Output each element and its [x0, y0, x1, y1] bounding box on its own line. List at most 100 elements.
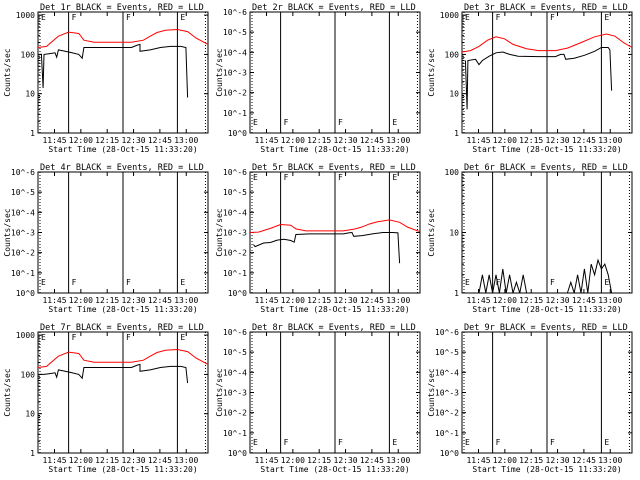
y-tick-label: 10^-2 [223, 89, 247, 98]
marker-e: E [604, 13, 609, 22]
marker-f: F [126, 13, 131, 22]
marker-f: F [126, 333, 131, 342]
panel-det-4r: Det 4r BLACK = Events, RED = LLD E F F E 10^0… [3, 163, 209, 314]
x-tick-label: 12:15 [307, 456, 331, 465]
marker-e: E [253, 118, 258, 127]
y-tick-label: 10^-4 [223, 208, 247, 217]
x-tick-label: 13:00 [598, 456, 622, 465]
y-tick-label: 10 [25, 90, 35, 99]
x-tick-label: 13:00 [174, 136, 198, 145]
x-tick-label: 12:30 [334, 296, 358, 305]
y-tick-label: 10^-6 [223, 328, 247, 337]
marker-e: E [41, 333, 46, 342]
x-tick-label: 12:00 [493, 136, 517, 145]
events-series-line [253, 231, 401, 264]
x-tick-label: 12:45 [148, 456, 172, 465]
lld-series-line [37, 348, 209, 368]
x-tick-label: 12:45 [572, 136, 596, 145]
x-tick-label: 12:45 [360, 456, 384, 465]
y-tick-label: 10^-4 [223, 368, 247, 377]
events-series-line [39, 43, 189, 98]
x-tick-label: 13:00 [386, 136, 410, 145]
y-tick-label: 10^0 [228, 289, 247, 298]
y-tick-label: 10^-4 [11, 208, 35, 217]
y-tick-label: 10^-4 [435, 368, 459, 377]
x-tick-label: 11:45 [42, 136, 66, 145]
y-tick-label: 10^-3 [223, 389, 247, 398]
panel-title: Det 8r BLACK = Events, RED = LLD [252, 323, 416, 333]
x-tick-label: 13:00 [174, 456, 198, 465]
x-tick-label: 12:45 [148, 296, 172, 305]
y-tick-label: 10 [25, 410, 35, 419]
marker-f: F [284, 118, 289, 127]
y-tick-label: 10^-5 [223, 188, 247, 197]
panel-det-8r: Det 8r BLACK = Events, RED = LLD E F F E 10^0… [215, 323, 421, 474]
x-tick-label: 12:00 [69, 136, 93, 145]
y-axis-label: Counts/sec [215, 208, 224, 256]
y-tick-label: 1 [454, 129, 459, 138]
x-tick-label: 13:00 [598, 136, 622, 145]
x-tick-label: 12:15 [307, 296, 331, 305]
marker-e: E [465, 438, 470, 447]
panel-title: Det 7r BLACK = Events, RED = LLD [40, 323, 204, 333]
y-tick-label: 10^-3 [223, 229, 247, 238]
x-tick-label: 12:30 [546, 456, 570, 465]
x-tick-label: 12:30 [122, 136, 146, 145]
y-tick-label: 1000 [16, 11, 35, 20]
x-tick-label: 11:45 [254, 136, 278, 145]
y-tick-label: 10^0 [440, 449, 459, 458]
x-tick-label: 12:15 [519, 456, 543, 465]
x-tick-label: 12:45 [360, 296, 384, 305]
x-tick-label: 12:30 [546, 136, 570, 145]
x-tick-label: 12:30 [122, 296, 146, 305]
panel-title: Det 4r BLACK = Events, RED = LLD [40, 163, 204, 173]
marker-e: E [392, 173, 397, 182]
y-axis-label: Counts/sec [3, 368, 12, 416]
y-tick-label: 10^-6 [435, 328, 459, 337]
panel-title: Det 5r BLACK = Events, RED = LLD [252, 163, 416, 173]
y-tick-label: 10^-4 [223, 48, 247, 57]
y-tick-label: 10^-5 [11, 188, 35, 197]
x-tick-label: 12:45 [360, 136, 384, 145]
x-tick-label: 12:00 [69, 456, 93, 465]
x-tick-label: 12:15 [95, 296, 119, 305]
y-tick-label: 10^-2 [11, 249, 35, 258]
panel-title: Det 2r BLACK = Events, RED = LLD [252, 3, 416, 13]
y-tick-label: 10^-2 [223, 409, 247, 418]
y-tick-label: 100 [21, 370, 36, 379]
x-axis-label: Start Time (28-Oct-15 11:33:20) [472, 145, 621, 154]
y-tick-label: 10^-1 [223, 269, 247, 278]
x-tick-label: 12:00 [281, 296, 305, 305]
y-tick-label: 10^-1 [435, 429, 459, 438]
y-tick-label: 10^-3 [435, 389, 459, 398]
marker-e: E [604, 438, 609, 447]
x-axis-label: Start Time (28-Oct-15 11:33:20) [260, 145, 409, 154]
panel-det-2r: Det 2r BLACK = Events, RED = LLD E F F E 10^0… [215, 3, 421, 154]
y-axis-label: Counts/sec [3, 208, 12, 256]
y-tick-label: 10^-1 [11, 269, 35, 278]
y-axis-label: Counts/sec [427, 208, 436, 256]
panel-title: Det 3r BLACK = Events, RED = LLD [464, 3, 628, 13]
x-tick-label: 12:30 [122, 456, 146, 465]
x-tick-label: 12:30 [334, 456, 358, 465]
x-tick-label: 12:15 [519, 136, 543, 145]
marker-f: F [550, 13, 555, 22]
y-tick-label: 100 [445, 168, 460, 177]
marker-e: E [465, 13, 470, 22]
y-tick-label: 100 [445, 50, 460, 59]
y-tick-label: 10^-1 [223, 109, 247, 118]
x-tick-label: 12:45 [572, 296, 596, 305]
x-tick-label: 11:45 [254, 456, 278, 465]
y-tick-label: 1000 [16, 331, 35, 340]
x-axis-label: Start Time (28-Oct-15 11:33:20) [48, 305, 197, 314]
marker-f: F [496, 438, 501, 447]
events-series-line [39, 363, 189, 384]
marker-f: F [550, 438, 555, 447]
marker-f: F [126, 278, 131, 287]
x-tick-label: 12:30 [334, 136, 358, 145]
marker-f: F [72, 333, 77, 342]
panel-title: Det 6r BLACK = Events, RED = LLD [464, 163, 628, 173]
